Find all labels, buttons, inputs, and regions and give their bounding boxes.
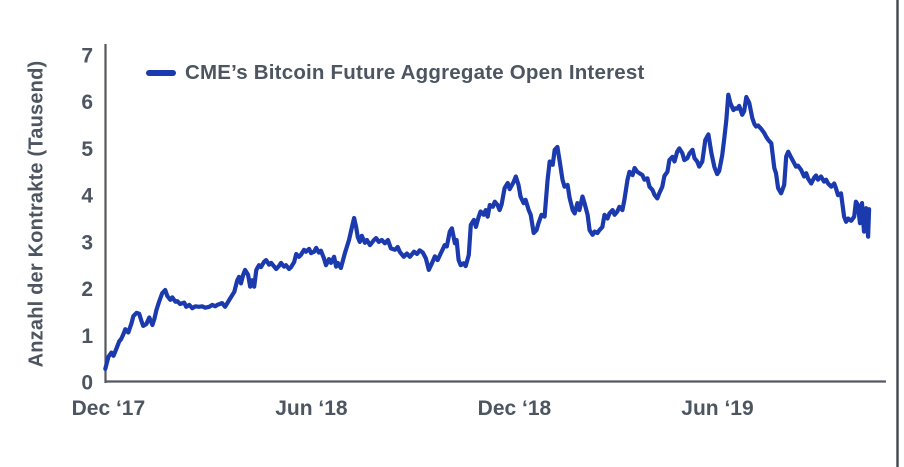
legend-label: CME’s Bitcoin Future Aggregate Open Inte… (185, 61, 645, 84)
y-tick-label: 1 (81, 325, 93, 348)
y-tick-label: 6 (81, 91, 93, 114)
x-tick-label: Dec ‘17 (72, 397, 146, 420)
y-tick-label: 0 (81, 372, 93, 395)
x-tick-label: Jun ‘19 (681, 397, 753, 420)
y-tick-label: 2 (81, 278, 93, 301)
y-tick-label: 3 (81, 231, 93, 254)
y-tick-label: 5 (81, 138, 93, 161)
y-tick-label: 7 (81, 45, 93, 68)
x-tick-label: Dec ‘18 (478, 397, 552, 420)
legend: CME’s Bitcoin Future Aggregate Open Inte… (146, 61, 644, 85)
x-tick-label: Jun ‘18 (275, 397, 348, 420)
y-axis-title: Anzahl der Kontrakte (Tausend) (25, 60, 48, 368)
legend-line-marker (146, 69, 176, 77)
y-tick-label: 4 (81, 185, 93, 208)
series-line-open-interest (103, 92, 872, 371)
